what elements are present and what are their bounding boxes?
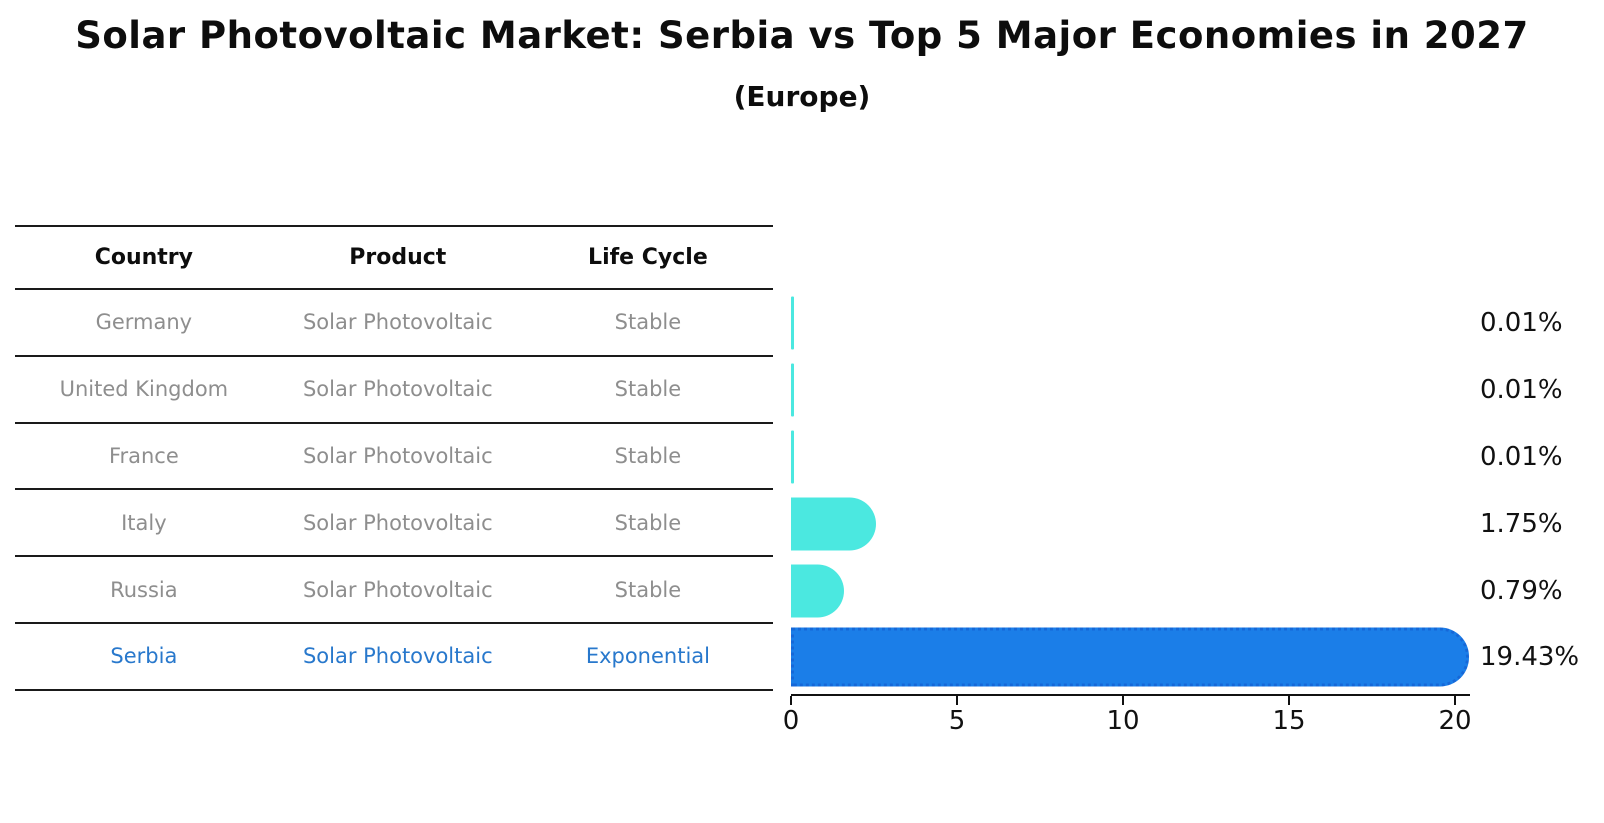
- bar-russia: [791, 564, 844, 618]
- table-row-germany: Germany Solar Photovoltaic Stable: [15, 290, 773, 357]
- table-header-country: Country: [94, 245, 193, 270]
- x-tick-mark-10: [1122, 696, 1124, 705]
- bar-row-serbia: [791, 624, 1481, 691]
- x-tick-mark-5: [956, 696, 958, 705]
- table-row-serbia: Serbia Solar Photovoltaic Exponential: [15, 624, 773, 691]
- cell-country: Italy: [121, 510, 167, 535]
- cell-country: Russia: [110, 577, 178, 602]
- bars-area: [791, 290, 1481, 691]
- table-body: Germany Solar Photovoltaic Stable United Ki…: [15, 290, 773, 691]
- table-row-russia: Russia Solar Photovoltaic Stable: [15, 557, 773, 624]
- x-tick-mark-15: [1288, 696, 1290, 705]
- value-label-france: 0.01%: [1480, 442, 1563, 472]
- value-label-united-kingdom: 0.01%: [1480, 375, 1563, 406]
- table-header-row: Country Product Life Cycle: [15, 225, 773, 290]
- x-tick-label-0: 0: [782, 706, 800, 736]
- x-tick-label-20: 20: [1438, 706, 1472, 736]
- cell-product: Solar Photovoltaic: [302, 577, 493, 602]
- bar-row-italy: [791, 490, 1481, 557]
- value-label-serbia: 19.43%: [1480, 642, 1580, 673]
- bar-row-germany: [791, 290, 1481, 357]
- table-header-life-cycle: Life Cycle: [588, 245, 708, 270]
- cell-product: Solar Photovoltaic: [302, 377, 493, 402]
- value-label-italy: 1.75%: [1480, 508, 1563, 539]
- x-axis-line: [791, 694, 1470, 696]
- cell-product: Solar Photovoltaic: [302, 443, 493, 468]
- cell-product: Solar Photovoltaic: [302, 510, 493, 535]
- cell-life-cycle: Stable: [614, 443, 682, 468]
- bar-united-kingdom: [791, 363, 794, 417]
- cell-country: France: [108, 443, 179, 468]
- cell-life-cycle: Stable: [614, 577, 682, 602]
- cell-product: Solar Photovoltaic: [302, 310, 493, 335]
- value-label-germany: 0.01%: [1480, 308, 1563, 339]
- cell-life-cycle: Stable: [614, 310, 682, 335]
- x-tick-label-10: 10: [1106, 706, 1140, 736]
- bar-row-russia: [791, 557, 1481, 624]
- country-table: Country Product Life Cycle Germany Solar Ph…: [15, 225, 773, 691]
- table-row-united-kingdom: United Kingdom Solar Photovoltaic Stable: [15, 357, 773, 424]
- cell-country: United Kingdom: [59, 377, 229, 402]
- chart-subtitle: (Europe): [733, 80, 871, 113]
- table-row-italy: Italy Solar Photovoltaic Stable: [15, 490, 773, 558]
- chart-title: Solar Photovoltaic Market: Serbia vs Top…: [75, 14, 1529, 57]
- cell-life-cycle: Stable: [614, 510, 682, 535]
- cell-country: Serbia: [110, 644, 178, 669]
- bar-germany: [791, 296, 794, 350]
- table-row-france: France Solar Photovoltaic Stable: [15, 424, 773, 491]
- x-tick-label-5: 5: [948, 706, 966, 736]
- cell-life-cycle: Exponential: [585, 644, 710, 669]
- bar-serbia: [791, 627, 1469, 687]
- bar-italy: [791, 497, 876, 551]
- cell-life-cycle: Stable: [614, 377, 682, 402]
- x-tick-mark-0: [790, 696, 792, 705]
- value-label-russia: 0.79%: [1480, 575, 1563, 606]
- cell-product: Solar Photovoltaic: [302, 644, 493, 669]
- bar-france: [791, 430, 794, 484]
- bar-row-france: [791, 424, 1481, 491]
- table-header-product: Product: [349, 245, 447, 270]
- x-tick-mark-20: [1454, 696, 1456, 705]
- bar-row-united-kingdom: [791, 357, 1481, 424]
- x-tick-label-15: 15: [1272, 706, 1306, 736]
- cell-country: Germany: [95, 310, 193, 335]
